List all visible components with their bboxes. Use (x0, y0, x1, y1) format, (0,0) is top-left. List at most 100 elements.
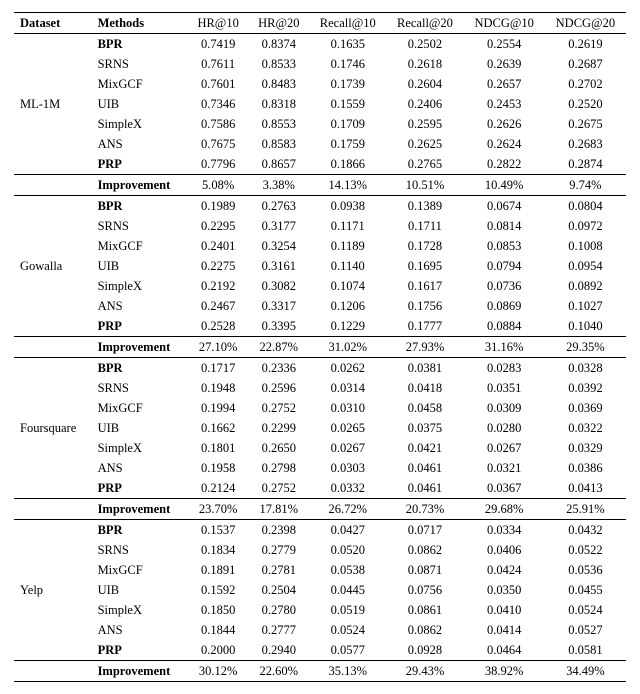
metric-value: 0.2626 (464, 114, 545, 134)
metric-value: 0.1844 (188, 620, 249, 640)
method-label: MixGCF (92, 236, 188, 256)
metric-value: 0.1229 (309, 316, 386, 337)
metric-value: 0.2520 (545, 94, 626, 114)
metric-value: 0.0884 (464, 316, 545, 337)
improvement-value: 29.68% (464, 499, 545, 520)
improvement-value: 22.60% (248, 661, 309, 682)
metric-value: 0.1695 (386, 256, 463, 276)
metric-value: 0.0461 (386, 458, 463, 478)
metric-value: 0.0303 (309, 458, 386, 478)
metric-value: 0.8483 (248, 74, 309, 94)
col-metric-5: NDCG@20 (545, 13, 626, 34)
method-label: SRNS (92, 378, 188, 398)
col-methods: Methods (92, 13, 188, 34)
metric-value: 0.2675 (545, 114, 626, 134)
metric-value: 0.2702 (545, 74, 626, 94)
metric-value: 0.0310 (309, 398, 386, 418)
metric-value: 0.2406 (386, 94, 463, 114)
metric-value: 0.2192 (188, 276, 249, 296)
metric-value: 0.0527 (545, 620, 626, 640)
metric-value: 0.0538 (309, 560, 386, 580)
improvement-value: 26.72% (309, 499, 386, 520)
metric-value: 0.2554 (464, 34, 545, 55)
metric-value: 0.1617 (386, 276, 463, 296)
improvement-label: Improvement (92, 499, 188, 520)
metric-value: 0.0351 (464, 378, 545, 398)
method-label: MixGCF (92, 560, 188, 580)
method-label: UIB (92, 94, 188, 114)
metric-value: 0.0427 (309, 520, 386, 541)
metric-value: 0.0954 (545, 256, 626, 276)
improvement-label: Improvement (92, 175, 188, 196)
method-label: UIB (92, 580, 188, 600)
metric-value: 0.2295 (188, 216, 249, 236)
metric-value: 0.1709 (309, 114, 386, 134)
metric-value: 0.2595 (386, 114, 463, 134)
metric-value: 0.1801 (188, 438, 249, 458)
improvement-value: 31.16% (464, 337, 545, 358)
metric-value: 0.0369 (545, 398, 626, 418)
improvement-value: 23.70% (188, 499, 249, 520)
metric-value: 0.1189 (309, 236, 386, 256)
method-label: ANS (92, 458, 188, 478)
metric-value: 0.0283 (464, 358, 545, 379)
improvement-label: Improvement (92, 337, 188, 358)
metric-value: 0.3082 (248, 276, 309, 296)
metric-value: 0.2752 (248, 398, 309, 418)
metric-value: 0.2504 (248, 580, 309, 600)
method-label: BPR (92, 34, 188, 55)
metric-value: 0.1140 (309, 256, 386, 276)
metric-value: 0.1559 (309, 94, 386, 114)
col-metric-3: Recall@20 (386, 13, 463, 34)
metric-value: 0.8374 (248, 34, 309, 55)
metric-value: 0.1635 (309, 34, 386, 55)
dataset-label: Foursquare (14, 358, 92, 499)
improvement-value: 27.10% (188, 337, 249, 358)
metric-value: 0.0432 (545, 520, 626, 541)
metric-value: 0.8533 (248, 54, 309, 74)
improvement-value: 17.81% (248, 499, 309, 520)
method-label: BPR (92, 520, 188, 541)
metric-value: 0.0862 (386, 620, 463, 640)
metric-value: 0.1958 (188, 458, 249, 478)
metric-value: 0.0262 (309, 358, 386, 379)
method-label: SRNS (92, 216, 188, 236)
metric-value: 0.0329 (545, 438, 626, 458)
improvement-value: 9.74% (545, 175, 626, 196)
metric-value: 0.0314 (309, 378, 386, 398)
method-label: SRNS (92, 540, 188, 560)
metric-value: 0.1850 (188, 600, 249, 620)
improvement-value: 20.73% (386, 499, 463, 520)
metric-value: 0.2624 (464, 134, 545, 154)
metric-value: 0.0413 (545, 478, 626, 499)
metric-value: 0.0414 (464, 620, 545, 640)
metric-value: 0.2401 (188, 236, 249, 256)
metric-value: 0.1040 (545, 316, 626, 337)
metric-value: 0.8657 (248, 154, 309, 175)
metric-value: 0.1891 (188, 560, 249, 580)
metric-value: 0.0392 (545, 378, 626, 398)
improvement-label: Improvement (92, 661, 188, 682)
method-label: UIB (92, 418, 188, 438)
metric-value: 0.0458 (386, 398, 463, 418)
metric-value: 0.0524 (545, 600, 626, 620)
metric-value: 0.0267 (309, 438, 386, 458)
metric-value: 0.7601 (188, 74, 249, 94)
metric-value: 0.2752 (248, 478, 309, 499)
metric-value: 0.2798 (248, 458, 309, 478)
metric-value: 0.2683 (545, 134, 626, 154)
metric-value: 0.7796 (188, 154, 249, 175)
metric-value: 0.0522 (545, 540, 626, 560)
metric-value: 0.0520 (309, 540, 386, 560)
improvement-value: 25.91% (545, 499, 626, 520)
metric-value: 0.1717 (188, 358, 249, 379)
method-label: PRP (92, 154, 188, 175)
metric-value: 0.0410 (464, 600, 545, 620)
metric-value: 0.0464 (464, 640, 545, 661)
metric-value: 0.2124 (188, 478, 249, 499)
metric-value: 0.2657 (464, 74, 545, 94)
dataset-label: Gowalla (14, 196, 92, 337)
metric-value: 0.2619 (545, 34, 626, 55)
method-label: SimpleX (92, 114, 188, 134)
metric-value: 0.0375 (386, 418, 463, 438)
